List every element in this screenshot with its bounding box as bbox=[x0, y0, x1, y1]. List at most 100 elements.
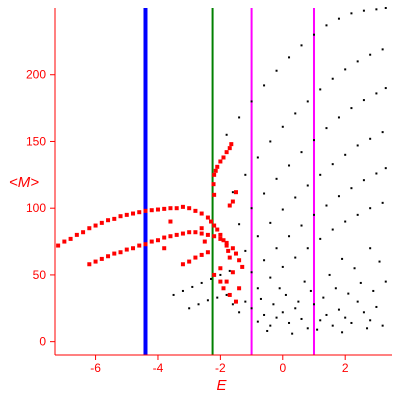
point-s0-68 bbox=[211, 182, 216, 187]
point-s1-114 bbox=[309, 289, 312, 292]
point-s0-53 bbox=[212, 234, 217, 239]
point-s0-50 bbox=[193, 230, 198, 235]
x-tick-label-3: 0 bbox=[279, 361, 286, 375]
point-s1-77 bbox=[191, 285, 194, 288]
point-s1-132 bbox=[278, 287, 281, 290]
point-s1-108 bbox=[244, 300, 247, 303]
point-s0-64 bbox=[221, 155, 226, 160]
point-s1-116 bbox=[334, 287, 337, 290]
point-s1-123 bbox=[316, 328, 319, 331]
point-s1-27 bbox=[238, 223, 241, 226]
point-s0-33 bbox=[87, 262, 92, 267]
point-s0-43 bbox=[149, 239, 154, 244]
point-s0-79 bbox=[205, 250, 210, 255]
point-s0-40 bbox=[131, 246, 136, 251]
point-s1-46 bbox=[319, 173, 322, 176]
x-tick-label-2: -2 bbox=[215, 361, 226, 375]
point-s0-44 bbox=[155, 238, 160, 243]
point-s0-45 bbox=[162, 235, 167, 240]
y-tick-label-2: 100 bbox=[26, 201, 46, 215]
point-s0-6 bbox=[93, 223, 98, 228]
point-s1-48 bbox=[344, 153, 347, 156]
point-s1-88 bbox=[263, 313, 266, 316]
x-tick-label-1: -4 bbox=[153, 361, 164, 375]
point-s0-19 bbox=[174, 206, 179, 211]
point-s1-24 bbox=[356, 60, 359, 63]
point-s1-101 bbox=[344, 316, 347, 319]
point-s1-106 bbox=[375, 305, 378, 308]
x-axis-title: E bbox=[216, 377, 227, 394]
point-s1-13 bbox=[384, 7, 387, 9]
point-s1-12 bbox=[375, 8, 378, 11]
point-s0-47 bbox=[174, 232, 179, 237]
point-s1-60 bbox=[350, 187, 353, 190]
point-s1-1 bbox=[238, 116, 241, 119]
point-s1-83 bbox=[197, 303, 200, 306]
x-tick-label-4: 2 bbox=[342, 361, 349, 375]
point-s0-46 bbox=[168, 234, 173, 239]
point-s1-89 bbox=[269, 324, 272, 327]
point-s1-85 bbox=[216, 296, 219, 299]
point-s0-60 bbox=[212, 172, 217, 177]
point-s1-44 bbox=[294, 196, 297, 199]
point-s0-82 bbox=[224, 279, 229, 284]
point-s0-3 bbox=[74, 232, 79, 237]
point-s0-57 bbox=[233, 251, 238, 256]
point-s1-104 bbox=[362, 311, 365, 314]
point-s0-58 bbox=[237, 258, 242, 263]
point-s1-66 bbox=[281, 265, 284, 268]
point-s1-87 bbox=[256, 320, 259, 323]
point-s1-95 bbox=[306, 327, 309, 330]
point-s1-96 bbox=[312, 303, 315, 306]
point-s1-113 bbox=[297, 300, 300, 303]
point-s1-68 bbox=[306, 247, 309, 250]
point-s1-63 bbox=[384, 167, 387, 170]
point-s0-86 bbox=[202, 239, 207, 244]
point-s1-128 bbox=[328, 273, 331, 276]
point-s0-10 bbox=[118, 214, 123, 219]
point-s0-71 bbox=[227, 203, 232, 208]
point-s0-37 bbox=[112, 251, 117, 256]
point-s1-21 bbox=[319, 88, 322, 91]
point-s1-107 bbox=[381, 324, 384, 327]
point-s1-129 bbox=[353, 267, 356, 270]
point-s1-29 bbox=[263, 192, 266, 195]
point-s1-56 bbox=[300, 224, 303, 227]
point-s1-14 bbox=[231, 191, 234, 194]
point-s0-89 bbox=[227, 292, 232, 297]
point-s0-80 bbox=[212, 272, 217, 277]
point-s0-32 bbox=[227, 255, 232, 260]
point-s0-70 bbox=[233, 190, 238, 195]
point-s1-122 bbox=[291, 332, 294, 335]
point-s1-131 bbox=[303, 280, 306, 283]
point-s1-124 bbox=[341, 331, 344, 334]
point-s0-31 bbox=[226, 248, 231, 253]
y-ticks: 0 50 100 150 200 bbox=[26, 68, 55, 349]
point-s0-26 bbox=[212, 223, 217, 228]
point-s1-5 bbox=[288, 56, 291, 59]
point-s1-49 bbox=[356, 144, 359, 147]
point-s0-48 bbox=[180, 231, 185, 236]
point-s1-91 bbox=[281, 311, 284, 314]
point-s1-10 bbox=[350, 12, 353, 15]
point-s0-52 bbox=[205, 232, 210, 237]
point-s1-16 bbox=[256, 156, 259, 159]
axes bbox=[54, 8, 392, 356]
point-s0-12 bbox=[131, 211, 136, 216]
point-s0-16 bbox=[155, 207, 160, 212]
point-s0-54 bbox=[218, 236, 223, 241]
data-points bbox=[56, 7, 387, 335]
y-tick-label-3: 150 bbox=[26, 134, 46, 148]
point-s1-102 bbox=[350, 321, 353, 324]
point-s1-34 bbox=[325, 127, 328, 130]
y-axis-title: <M> bbox=[9, 174, 39, 191]
point-s1-127 bbox=[238, 311, 241, 314]
point-s0-30 bbox=[224, 243, 229, 248]
point-s1-98 bbox=[325, 313, 328, 316]
point-s0-72 bbox=[230, 199, 235, 204]
point-s1-109 bbox=[250, 307, 253, 310]
point-s1-119 bbox=[372, 289, 375, 292]
point-s1-72 bbox=[356, 213, 359, 216]
point-s1-70 bbox=[331, 228, 334, 231]
point-s1-97 bbox=[319, 319, 322, 322]
